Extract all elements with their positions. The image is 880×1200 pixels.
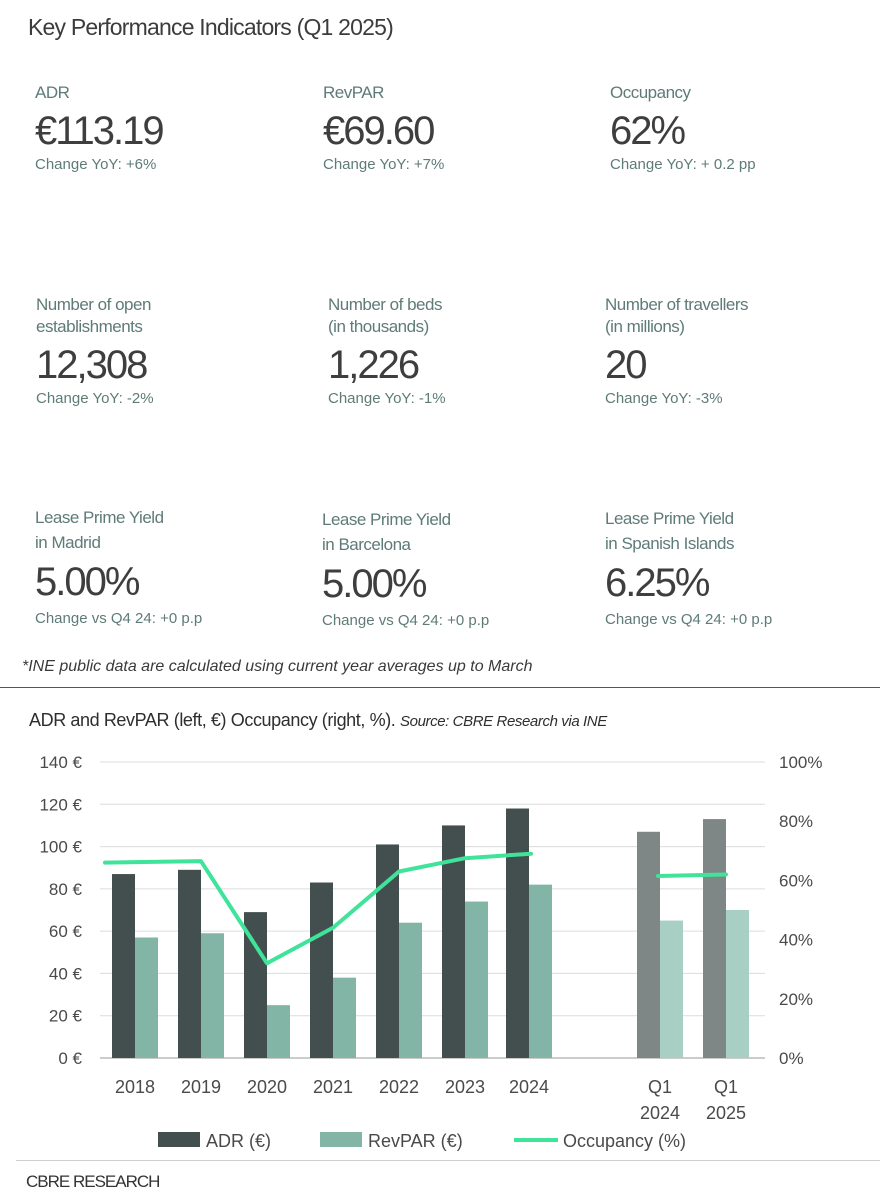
bar-revpar (201, 933, 224, 1058)
x-tick-label: 2025 (706, 1103, 746, 1123)
bar-revpar (726, 910, 749, 1058)
kpi-yield-madrid: Lease Prime Yield in Madrid 5.00% Change… (35, 505, 295, 628)
bar-adr (244, 912, 267, 1058)
x-tick-label: 2022 (379, 1077, 419, 1097)
kpi-label: Number of beds (in thousands) (328, 295, 442, 336)
kpi-label: Lease Prime Yield in Barcelona (322, 510, 451, 554)
kpi-yield-barcelona: Lease Prime Yield in Barcelona 5.00% Cha… (322, 507, 582, 630)
bar-adr (178, 869, 201, 1058)
y-left-tick-label: 120 € (39, 795, 82, 814)
chart-title-text: ADR and RevPAR (left, €) Occupancy (righ… (29, 710, 396, 730)
kpi-change: Change YoY: +6% (35, 156, 157, 173)
y-left-tick-label: 80 € (49, 880, 83, 899)
legend-label-adr: ADR (€) (206, 1131, 271, 1151)
kpi-travellers: Number of travellers (in millions) 20 Ch… (605, 294, 865, 408)
kpi-change: Change YoY: + 0.2 pp (610, 156, 756, 173)
kpi-change: Change vs Q4 24: +0 p.p (35, 610, 203, 627)
y-right-tick-label: 40% (779, 931, 813, 950)
x-tick-label: Q1 (714, 1077, 738, 1097)
chart-title: ADR and RevPAR (left, €) Occupancy (righ… (29, 710, 607, 731)
kpi-value: 20 (605, 343, 648, 387)
kpi-value: 5.00% (35, 560, 140, 604)
bar-adr (376, 844, 399, 1058)
y-right-tick-label: 60% (779, 871, 813, 890)
bar-adr (703, 819, 726, 1058)
footer-divider (16, 1160, 880, 1161)
x-tick-label: 2023 (445, 1077, 485, 1097)
kpi-revpar: RevPAR €69.60 Change YoY: +7% (323, 82, 583, 174)
y-left-tick-label: 40 € (49, 964, 83, 983)
x-tick-label: 2019 (181, 1077, 221, 1097)
kpi-value: 1,226 (328, 343, 420, 387)
kpi-adr: ADR €113.19 Change YoY: +6% (35, 82, 295, 174)
occupancy-line (656, 872, 728, 878)
y-left-tick-label: 100 € (39, 838, 82, 857)
bar-adr (310, 882, 333, 1058)
brand-footer: CBRE RESEARCH (26, 1172, 160, 1191)
y-left-tick-label: 0 € (58, 1049, 82, 1068)
y-right-tick-label: 20% (779, 990, 813, 1009)
y-left-tick-label: 60 € (49, 922, 83, 941)
kpi-value: 6.25% (605, 561, 710, 605)
x-tick-label: 2021 (313, 1077, 353, 1097)
kpi-yield-islands: Lease Prime Yield in Spanish Islands 6.2… (605, 506, 865, 629)
bar-adr (442, 825, 465, 1058)
bar-revpar (660, 920, 683, 1058)
page-title: Key Performance Indicators (Q1 2025) (28, 14, 394, 40)
bar-revpar (135, 937, 158, 1058)
bar-revpar (399, 922, 422, 1058)
kpi-label: Lease Prime Yield in Spanish Islands (605, 509, 734, 553)
x-tick-label: 2024 (640, 1103, 680, 1123)
y-left-tick-label: 20 € (49, 1007, 83, 1026)
kpi-open-establishments: Number of open establishments 12,308 Cha… (36, 294, 296, 408)
bar-revpar (465, 901, 488, 1058)
kpi-label: Occupancy (610, 83, 691, 102)
bar-revpar (529, 884, 552, 1058)
legend-swatch-adr (158, 1132, 200, 1147)
kpi-change: Change YoY: +7% (323, 156, 445, 173)
kpi-label: Number of open establishments (36, 295, 151, 336)
kpi-value: €69.60 (323, 109, 435, 153)
x-tick-label: 2018 (115, 1077, 155, 1097)
kpi-change: Change vs Q4 24: +0 p.p (322, 612, 490, 629)
x-tick-label: 2020 (247, 1077, 287, 1097)
kpi-value: 62% (610, 109, 686, 153)
bar-revpar (267, 1005, 290, 1058)
kpi-value: 5.00% (322, 562, 427, 606)
kpi-label: ADR (35, 83, 70, 102)
y-right-tick-label: 100% (779, 753, 822, 772)
kpi-change: Change YoY: -1% (328, 390, 446, 407)
legend-label-revpar: RevPAR (€) (368, 1131, 463, 1151)
x-tick-label: 2024 (509, 1077, 549, 1097)
y-right-tick-label: 80% (779, 812, 813, 831)
bar-adr (112, 874, 135, 1058)
kpi-label: Lease Prime Yield in Madrid (35, 508, 164, 552)
section-divider (0, 687, 880, 688)
legend-swatch-revpar (320, 1132, 362, 1147)
chart-source: Source: CBRE Research via INE (400, 713, 607, 730)
adr-revpar-occupancy-chart: 0 € 20 € 40 € 60 € 80 € 100 € 120 € 140 € 0% 20% 4… (39, 753, 822, 1151)
kpi-beds: Number of beds (in thousands) 1,226 Chan… (328, 294, 588, 408)
kpi-change: Change YoY: -3% (605, 390, 723, 407)
kpi-change: Change YoY: -2% (36, 390, 154, 407)
legend-label-occupancy: Occupancy (%) (563, 1131, 686, 1151)
kpi-label: Number of travellers (in millions) (605, 295, 749, 336)
kpi-value: 12,308 (36, 343, 148, 387)
bar-adr (506, 808, 529, 1058)
bar-revpar (333, 977, 356, 1058)
y-left-tick-label: 140 € (39, 753, 82, 772)
kpi-occupancy: Occupancy 62% Change YoY: + 0.2 pp (610, 82, 870, 174)
kpi-label: RevPAR (323, 83, 384, 102)
y-right-tick-label: 0% (779, 1049, 804, 1068)
kpi-value: €113.19 (35, 109, 165, 153)
bar-adr (637, 831, 660, 1058)
kpi-change: Change vs Q4 24: +0 p.p (605, 611, 773, 628)
footnote: *INE public data are calculated using cu… (22, 658, 533, 675)
x-tick-label: Q1 (648, 1077, 672, 1097)
